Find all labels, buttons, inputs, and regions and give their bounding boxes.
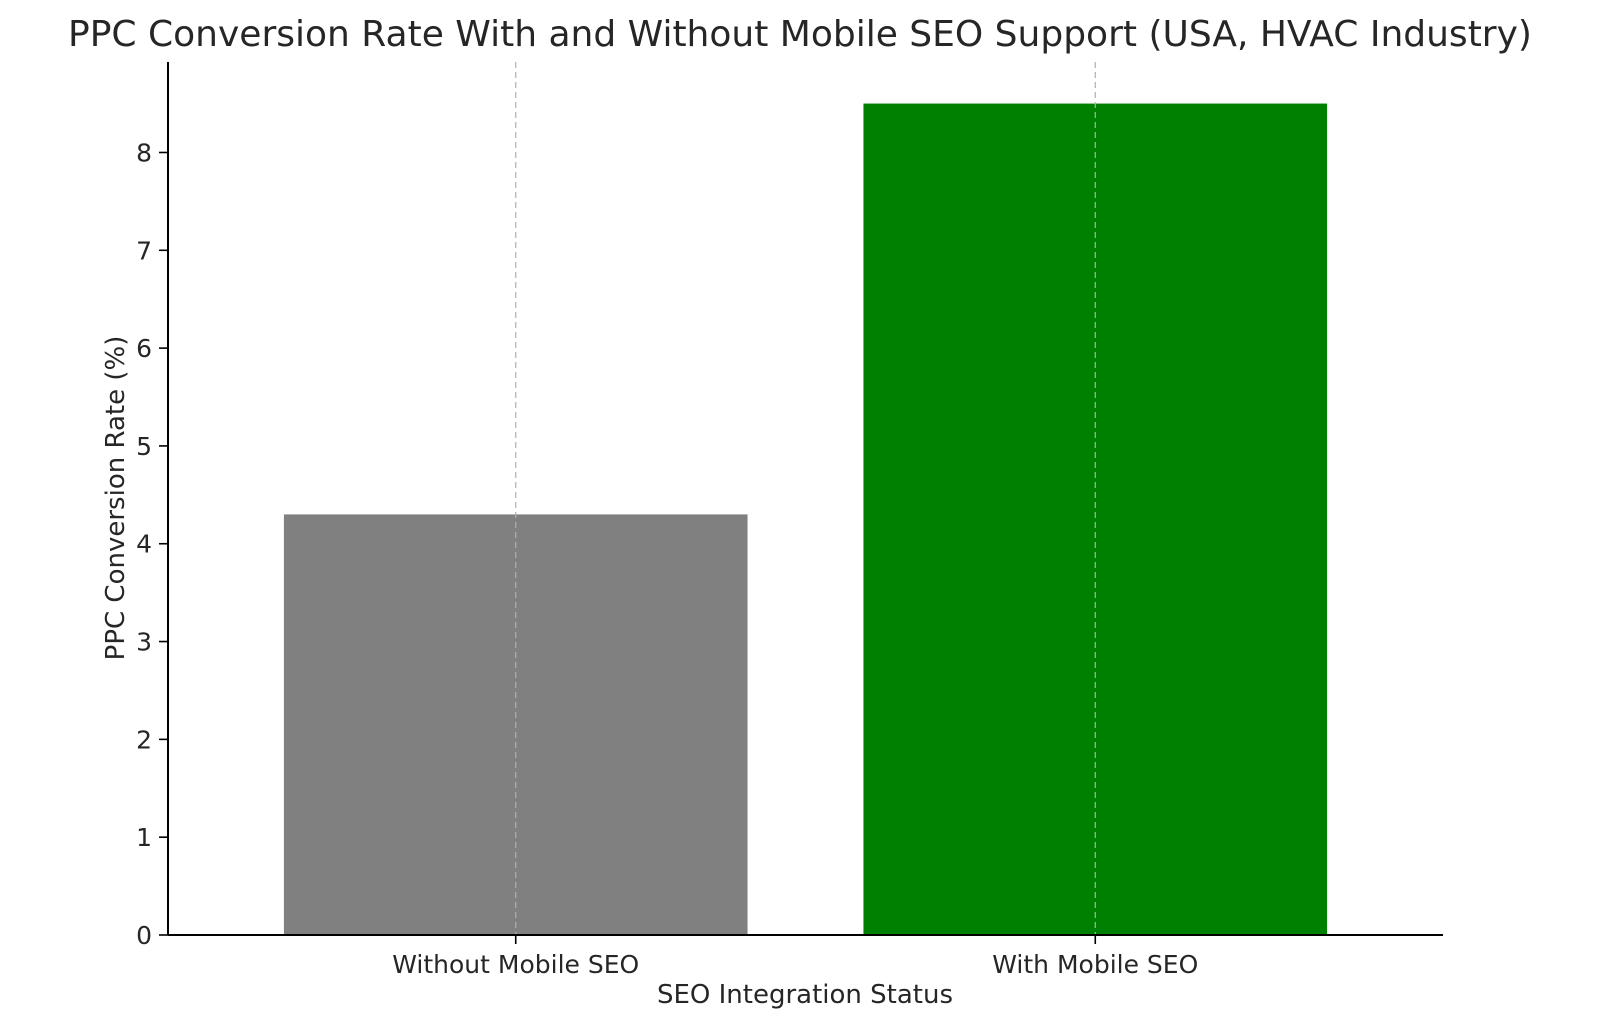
y-tick-label: 8 <box>136 138 152 167</box>
y-tick-label: 0 <box>136 921 152 950</box>
y-tick-label: 1 <box>136 823 152 852</box>
y-tick-label: 6 <box>136 334 152 363</box>
gridlines-overlay <box>515 62 1096 935</box>
chart-title: PPC Conversion Rate With and Without Mob… <box>68 14 1532 55</box>
y-tick-label: 3 <box>136 628 152 657</box>
x-ticks: Without Mobile SEO With Mobile SEO <box>392 935 1198 979</box>
x-axis-label: SEO Integration Status <box>657 980 953 1010</box>
bar-with-mobile-seo <box>863 103 1328 935</box>
y-axis-label: PPC Conversion Rate (%) <box>101 336 131 661</box>
y-tick-label: 4 <box>136 530 152 559</box>
y-tick-label: 5 <box>136 432 152 461</box>
x-tick-label: With Mobile SEO <box>992 950 1198 979</box>
bars <box>283 103 1328 935</box>
x-tick-label: Without Mobile SEO <box>392 950 639 979</box>
y-ticks: 0 1 2 3 4 5 6 7 8 <box>136 138 168 950</box>
y-tick-label: 7 <box>136 236 152 265</box>
y-tick-label: 2 <box>136 725 152 754</box>
